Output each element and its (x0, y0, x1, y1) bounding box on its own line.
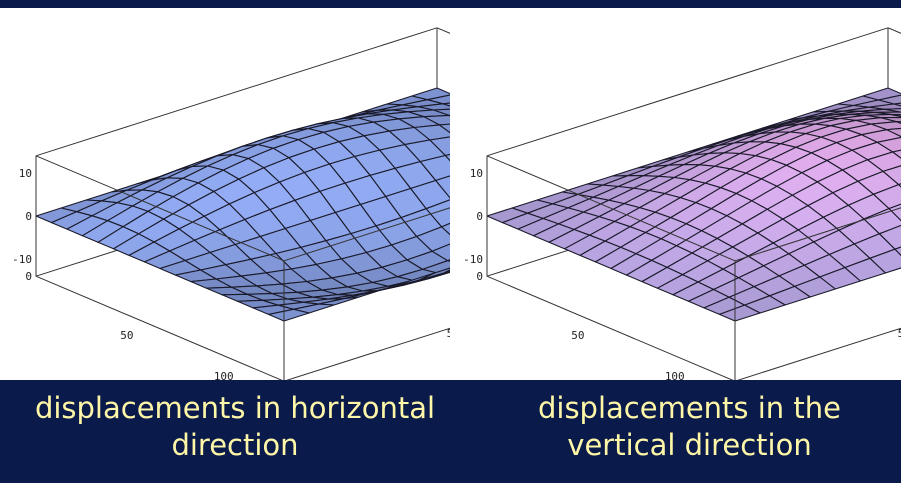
z-tick-label: 0 (476, 210, 483, 223)
box-edge-front-bottom (35, 275, 283, 380)
top-bar (0, 0, 901, 8)
box-edge-right-bottom (737, 327, 901, 380)
x-tick-label: 50 (120, 329, 133, 342)
caption-vertical-line2: vertical direction (567, 428, 812, 462)
surface-plot-vertical: 050100050100100-10 (463, 27, 901, 380)
y-tick-label: 50 (447, 327, 450, 340)
box-edge-right-bottom (286, 327, 450, 380)
z-tick-label: 10 (19, 167, 32, 180)
z-tick-label: -10 (463, 253, 483, 266)
box-edge-top-right (734, 207, 901, 262)
box-edge-top-left (35, 27, 438, 157)
z-tick-label: -10 (12, 253, 32, 266)
x-tick-label: 100 (665, 370, 685, 380)
caption-vertical: displacements in the vertical direction (478, 390, 901, 464)
box-edge-front-top (35, 155, 285, 262)
x-tick-label: 0 (25, 270, 32, 283)
box-edge-front-top (486, 155, 736, 262)
x-tick-label: 100 (214, 370, 234, 380)
caption-horizontal-line1: displacements in horizontal (34, 391, 436, 425)
caption-horizontal: displacements in horizontal direction (0, 390, 470, 464)
caption-horizontal-line2: direction (171, 428, 299, 462)
surface-patch (441, 222, 450, 236)
caption-vertical-line1: displacements in the (537, 391, 841, 425)
x-tick-label: 0 (476, 270, 483, 283)
z-tick-label: 0 (25, 210, 32, 223)
surface-plot-horizontal: 050100050100100-10 (12, 27, 450, 380)
box-edge-top-left (486, 27, 889, 157)
plots-area: 050100050100100-10 050100050100100-10 (0, 8, 901, 380)
box-edge-front-bottom (486, 275, 734, 380)
box-edge-top-right (283, 207, 450, 262)
surface-patch (718, 304, 761, 322)
surface-patch (267, 308, 310, 322)
z-tick-label: 10 (470, 167, 483, 180)
x-tick-label: 50 (571, 329, 584, 342)
y-tick-label: 50 (898, 327, 901, 340)
